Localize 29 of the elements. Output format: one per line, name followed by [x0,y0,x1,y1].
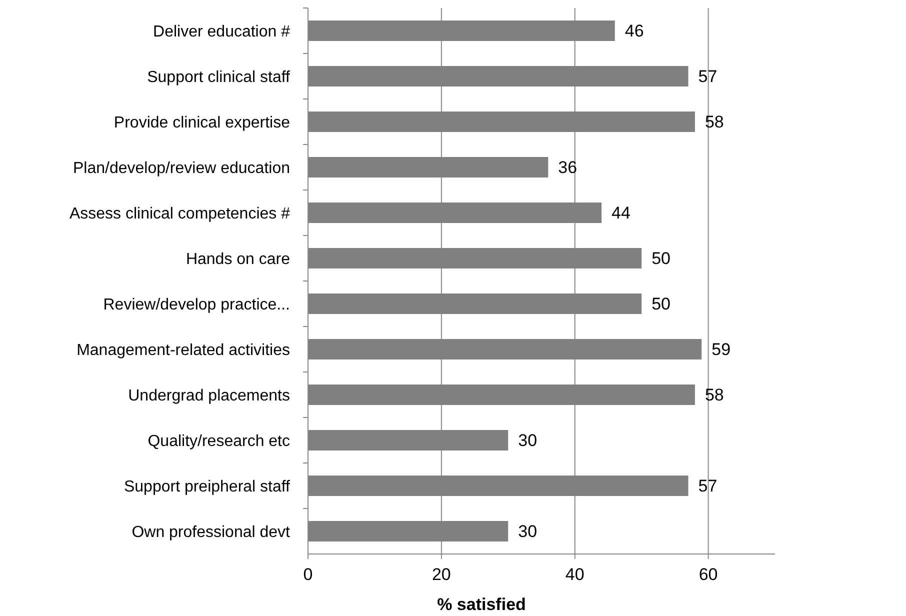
data-label: 58 [704,386,724,405]
y-tick-label: Undergrad placements [128,387,290,404]
data-label: 36 [558,158,578,178]
y-tick-label: Quality/research etc [148,432,290,450]
y-tick-label: Review/develop practice... [103,296,290,314]
x-tick-label: 40 [565,565,584,584]
x-axis-title: % satisfied [437,595,526,614]
y-tick-label: Own professional devt [132,524,291,541]
y-tick-label: Plan/develop/review education [72,160,290,177]
data-label: 58 [704,112,724,132]
x-tick-label: 0 [303,565,313,584]
data-label: 59 [712,340,731,360]
y-tick-label: Support preipheral staff [124,478,291,496]
y-tick-label: Deliver education # [153,23,290,40]
data-label: 57 [698,476,718,496]
data-label: 30 [518,522,538,542]
y-tick-label: Hands on care [186,250,290,268]
data-label: 44 [612,204,630,223]
y-tick-label: Support clinical staff [147,68,291,86]
y-tick-label: Provide clinical expertise [114,114,290,132]
data-label: 50 [652,249,670,268]
data-label: 30 [518,431,538,450]
data-label: 46 [624,22,644,41]
data-label: 50 [652,294,670,314]
x-tick-label: 20 [432,565,451,584]
y-tick-label: Assess clinical competencies # [69,205,290,222]
data-label: 57 [698,67,718,86]
y-tick-label: Management-related activities [76,342,290,359]
x-tick-label: 60 [698,565,718,584]
